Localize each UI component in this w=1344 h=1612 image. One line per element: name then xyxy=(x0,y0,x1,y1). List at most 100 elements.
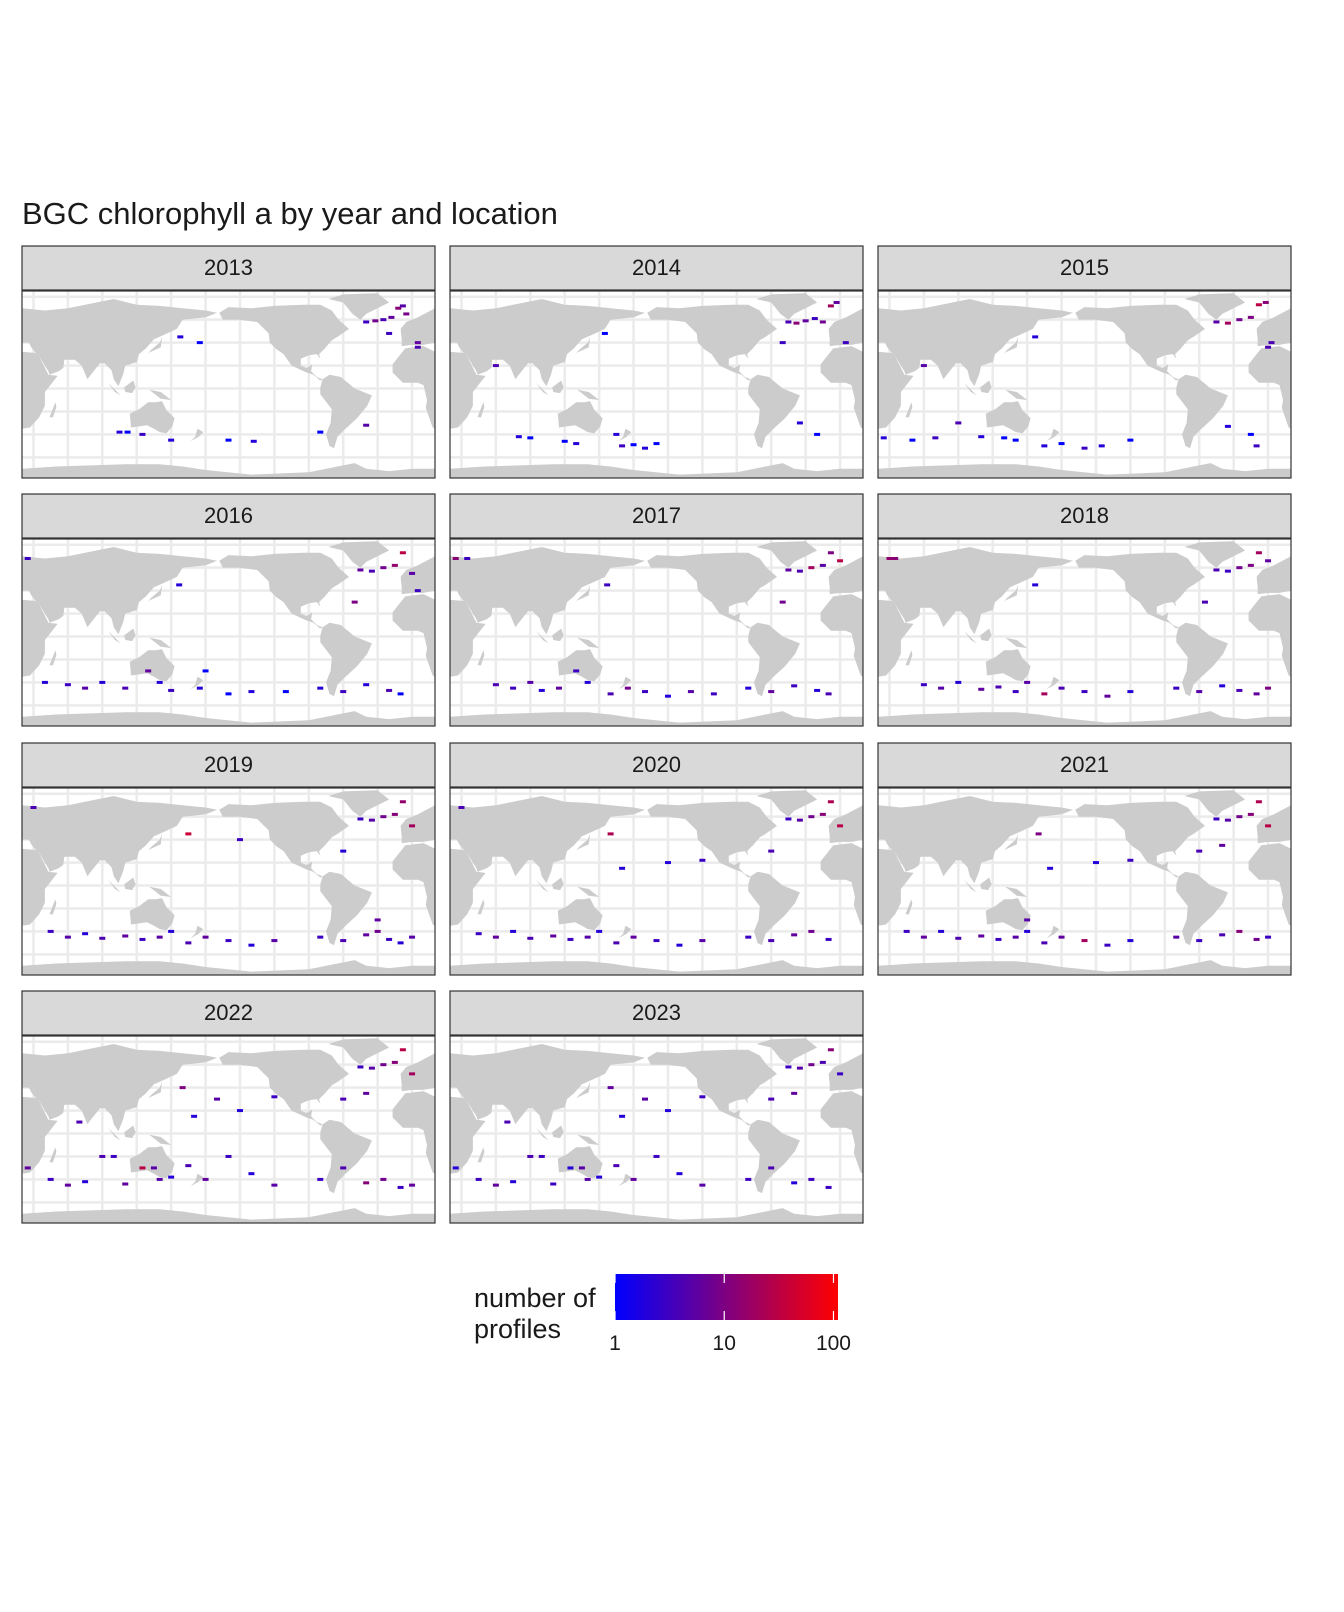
profile-cell xyxy=(492,1183,499,1187)
land xyxy=(320,622,372,697)
land xyxy=(748,1119,800,1194)
profile-cell xyxy=(613,941,620,945)
profile-cell xyxy=(122,686,129,690)
profile-cell xyxy=(880,436,887,440)
profile-cell xyxy=(510,1180,517,1184)
facet-label: 2014 xyxy=(632,255,681,280)
profile-cell xyxy=(779,341,786,345)
profile-cell xyxy=(613,432,620,436)
map xyxy=(450,1036,863,1223)
land xyxy=(748,374,800,449)
profile-cell xyxy=(1262,300,1269,304)
land xyxy=(647,801,777,878)
profile-cell xyxy=(978,435,985,439)
profile-cell xyxy=(391,1060,398,1064)
profile-cell xyxy=(1041,692,1048,696)
land xyxy=(1256,805,1291,844)
land xyxy=(748,871,800,946)
profile-cell xyxy=(1236,815,1243,819)
profile-cell xyxy=(452,1166,459,1170)
profile-cell xyxy=(1127,690,1134,694)
land xyxy=(557,401,603,434)
profile-cell xyxy=(110,1154,117,1158)
land xyxy=(756,541,818,568)
land xyxy=(756,293,818,320)
profile-cell xyxy=(492,935,499,939)
profile-cell xyxy=(1035,832,1042,836)
profile-cell xyxy=(510,686,517,690)
profile-cell xyxy=(168,438,175,442)
profile-cell xyxy=(380,1177,387,1181)
profile-cell xyxy=(1219,843,1226,847)
profile-cell xyxy=(601,331,608,335)
profile-cell xyxy=(584,680,591,684)
profile-cell xyxy=(475,1177,482,1181)
profile-cell xyxy=(808,815,815,819)
profile-cell xyxy=(978,934,985,938)
facet-panel: 2022 xyxy=(21,990,436,1224)
profile-cell xyxy=(374,929,381,933)
profile-cell xyxy=(814,432,821,436)
land xyxy=(450,463,863,478)
profile-cell xyxy=(248,690,255,694)
panel-border xyxy=(21,787,436,976)
profile-cell xyxy=(30,806,37,810)
profile-cell xyxy=(24,557,31,561)
profile-cell xyxy=(791,933,798,937)
profile-cell xyxy=(538,688,545,692)
profile-cell xyxy=(388,315,395,319)
profile-cell xyxy=(1253,444,1260,448)
land xyxy=(450,299,645,387)
profile-cell xyxy=(391,812,398,816)
profile-cell xyxy=(1236,929,1243,933)
land xyxy=(878,796,1073,884)
land xyxy=(450,960,863,975)
profile-cell xyxy=(955,680,962,684)
profile-cell xyxy=(1173,686,1180,690)
profile-cell xyxy=(357,817,364,821)
profile-cell xyxy=(819,320,826,324)
profile-cell xyxy=(64,1183,71,1187)
land xyxy=(149,886,172,897)
profile-cell xyxy=(1081,690,1088,694)
profile-cell xyxy=(145,669,152,673)
land xyxy=(1261,570,1270,580)
land xyxy=(1004,336,1018,353)
facet-strip xyxy=(21,245,436,291)
profile-cell xyxy=(409,1072,416,1076)
land xyxy=(1184,790,1246,817)
land xyxy=(219,1049,349,1126)
profile-cell xyxy=(363,1181,370,1185)
profile-cell xyxy=(271,1183,278,1187)
land xyxy=(905,899,913,915)
profile-cell xyxy=(24,1166,31,1170)
land xyxy=(219,304,349,381)
facet-label: 2015 xyxy=(1060,255,1109,280)
profile-cell xyxy=(99,680,106,684)
profile-cell xyxy=(978,687,985,691)
land xyxy=(833,322,842,332)
land xyxy=(618,428,632,442)
land xyxy=(1256,556,1291,595)
profile-cell xyxy=(1247,812,1254,816)
land xyxy=(1075,304,1205,381)
profile-cell xyxy=(214,1097,221,1101)
profile-cell xyxy=(475,932,482,936)
land xyxy=(149,389,172,400)
profile-cell xyxy=(573,669,580,673)
profile-cell xyxy=(827,800,834,804)
land xyxy=(1184,293,1246,320)
profile-cell xyxy=(317,686,324,690)
profile-cell xyxy=(340,849,347,853)
profile-cell xyxy=(833,300,840,304)
profile-cell xyxy=(1255,800,1262,804)
profile-cell xyxy=(768,849,775,853)
land xyxy=(49,402,57,418)
land xyxy=(828,556,863,595)
panel-border xyxy=(449,1035,864,1224)
profile-cell xyxy=(1024,929,1031,933)
profile-cell xyxy=(363,933,370,937)
profile-cell xyxy=(699,1095,706,1099)
profile-cell xyxy=(653,939,660,943)
profile-cell xyxy=(607,1086,614,1090)
